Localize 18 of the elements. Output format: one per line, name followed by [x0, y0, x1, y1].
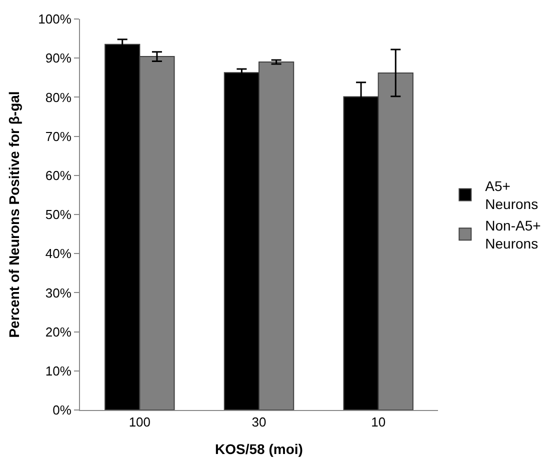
x-tick-label: 10 — [371, 414, 386, 430]
y-tick-label: 0% — [52, 402, 72, 418]
y-axis-title: Percent of Neurons Positive for β-gal — [6, 91, 22, 338]
y-tick-label: 60% — [45, 168, 72, 183]
x-tick-label: 100 — [128, 414, 151, 430]
y-tick-label: 100% — [38, 12, 72, 27]
y-tick-label: 30% — [45, 285, 72, 300]
y-tick-label: 20% — [45, 324, 72, 340]
y-tick-label: 70% — [45, 128, 72, 144]
legend-label: Non-A5+ Neurons — [485, 217, 541, 252]
y-tick-label: 50% — [45, 207, 72, 222]
y-tick-label: 40% — [45, 246, 72, 262]
x-tick-label: 30 — [252, 414, 266, 430]
y-tick-label: 80% — [45, 90, 72, 105]
legend-label: A5+ Neurons — [485, 178, 538, 212]
y-tick-label: 90% — [45, 50, 72, 66]
y-tick-label: 10% — [45, 363, 72, 378]
x-axis-title: KOS/58 (moi) — [215, 440, 303, 457]
